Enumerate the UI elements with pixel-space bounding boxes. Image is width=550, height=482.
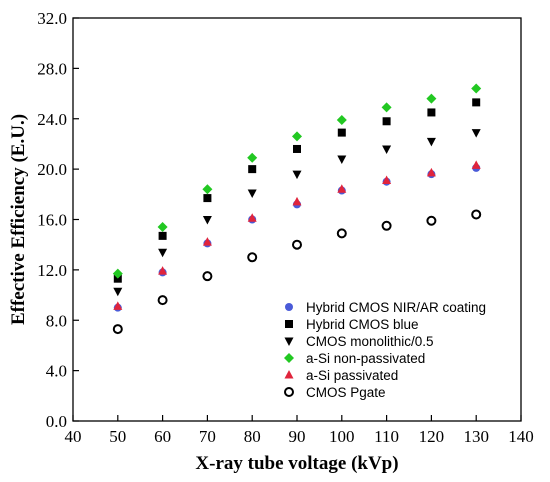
legend-marker bbox=[285, 320, 293, 328]
data-point bbox=[247, 189, 257, 199]
data-point bbox=[426, 137, 436, 147]
x-tick-label: 80 bbox=[244, 427, 261, 446]
data-point bbox=[112, 324, 123, 335]
x-tick-label: 140 bbox=[508, 427, 534, 446]
y-tick-label: 16.0 bbox=[37, 211, 67, 230]
data-point bbox=[426, 215, 437, 226]
axis-ticks: 40 50 60 70 80 90 100 110 120 130 140 0.0 4.0 8.0 12.0… bbox=[37, 9, 534, 446]
data-point bbox=[203, 194, 212, 203]
data-point bbox=[157, 222, 168, 233]
x-tick-label: 60 bbox=[154, 427, 171, 446]
legend-label: a-Si passivated bbox=[306, 368, 398, 383]
data-point bbox=[113, 301, 123, 310]
x-tick-label: 100 bbox=[329, 427, 355, 446]
legend-marker bbox=[284, 353, 294, 363]
data-point bbox=[157, 295, 168, 306]
data-points bbox=[112, 83, 482, 335]
data-point bbox=[427, 108, 436, 117]
legend-item: CMOS monolithic/0.5 bbox=[284, 334, 434, 349]
legend-label: CMOS monolithic/0.5 bbox=[306, 334, 434, 349]
y-tick-label: 28.0 bbox=[37, 59, 67, 78]
data-point bbox=[337, 155, 347, 165]
data-point bbox=[381, 102, 392, 113]
data-point bbox=[202, 271, 213, 282]
data-point bbox=[382, 117, 391, 126]
y-tick-label: 8.0 bbox=[46, 311, 67, 330]
legend-item: Hybrid CMOS NIR/AR coating bbox=[285, 300, 486, 315]
data-point bbox=[247, 213, 257, 222]
data-point bbox=[471, 160, 481, 169]
x-tick-label: 50 bbox=[109, 427, 126, 446]
legend-marker bbox=[285, 303, 293, 311]
legend-label: a-Si non-passivated bbox=[306, 351, 425, 366]
data-point bbox=[336, 228, 347, 239]
y-tick-label: 32.0 bbox=[37, 9, 67, 28]
legend-item: CMOS Pgate bbox=[284, 385, 386, 400]
data-point bbox=[382, 145, 392, 154]
legend-label: Hybrid CMOS NIR/AR coating bbox=[306, 300, 486, 315]
x-tick-label: 110 bbox=[374, 427, 399, 446]
data-point bbox=[292, 131, 302, 142]
x-tick-label: 90 bbox=[289, 427, 306, 446]
data-point bbox=[471, 83, 482, 94]
y-tick-label: 4.0 bbox=[46, 362, 67, 381]
data-point bbox=[292, 239, 302, 250]
data-point bbox=[113, 287, 123, 297]
y-tick-label: 0.0 bbox=[46, 412, 67, 431]
data-point bbox=[247, 152, 258, 163]
data-point bbox=[247, 252, 258, 263]
data-point bbox=[472, 98, 481, 107]
data-point bbox=[113, 274, 122, 283]
data-point bbox=[202, 216, 212, 225]
data-point bbox=[471, 209, 482, 220]
data-point bbox=[292, 196, 302, 206]
series-5 bbox=[112, 209, 482, 335]
data-point bbox=[158, 266, 168, 275]
series-2 bbox=[113, 129, 481, 297]
y-tick-label: 20.0 bbox=[37, 160, 67, 179]
x-tick-label: 40 bbox=[65, 427, 82, 446]
data-point bbox=[471, 129, 481, 138]
data-point bbox=[112, 268, 123, 279]
plot-frame bbox=[72, 17, 522, 422]
legend-item: a-Si non-passivated bbox=[284, 351, 425, 366]
legend-marker bbox=[284, 387, 294, 397]
y-tick-label: 12.0 bbox=[37, 261, 67, 280]
legend-label: CMOS Pgate bbox=[306, 385, 386, 400]
data-point bbox=[248, 165, 257, 174]
series-4 bbox=[113, 160, 481, 310]
legend-marker bbox=[284, 337, 294, 346]
x-axis-title: X-ray tube voltage (kVp) bbox=[195, 453, 398, 474]
x-tick-label: 70 bbox=[199, 427, 216, 446]
data-point bbox=[337, 128, 346, 137]
series-0 bbox=[113, 163, 481, 312]
legend: Hybrid CMOS NIR/AR coating Hybrid CMOS bl… bbox=[284, 300, 486, 400]
data-point bbox=[292, 170, 302, 180]
legend-label: Hybrid CMOS blue bbox=[306, 317, 419, 332]
data-point bbox=[158, 231, 167, 240]
y-tick-label: 24.0 bbox=[37, 110, 67, 129]
data-point bbox=[158, 248, 168, 258]
legend-marker bbox=[284, 370, 294, 379]
x-tick-label: 120 bbox=[419, 427, 445, 446]
data-point bbox=[336, 115, 347, 126]
series-1 bbox=[113, 98, 481, 283]
data-point bbox=[381, 220, 392, 231]
x-tick-label: 130 bbox=[463, 427, 489, 446]
series-3 bbox=[112, 83, 482, 279]
data-point bbox=[382, 175, 392, 184]
y-axis-title: Effective Efficiency (E.U.) bbox=[8, 114, 29, 325]
data-point bbox=[426, 93, 437, 104]
data-point bbox=[426, 167, 436, 177]
legend-item: Hybrid CMOS blue bbox=[285, 317, 419, 332]
data-point bbox=[202, 237, 212, 246]
legend-item: a-Si passivated bbox=[284, 368, 398, 383]
data-point bbox=[293, 144, 301, 153]
data-point bbox=[202, 184, 213, 195]
data-point bbox=[337, 184, 347, 193]
